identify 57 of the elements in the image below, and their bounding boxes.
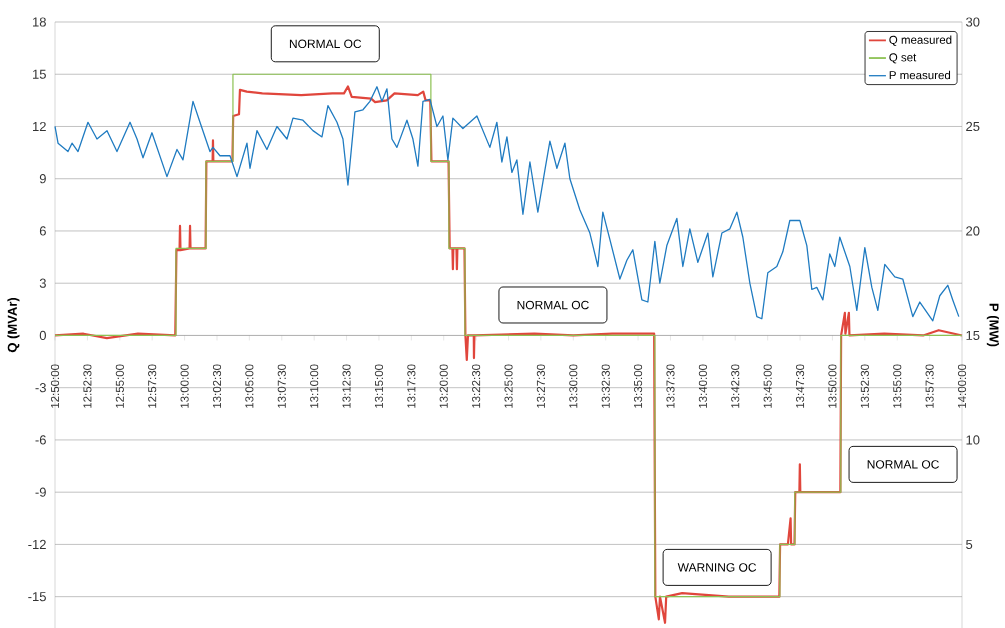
y-tick-label: -3 bbox=[35, 383, 46, 393]
y2-tick-label: 30 bbox=[966, 17, 980, 27]
y-tick-label: 15 bbox=[33, 69, 46, 79]
x-tick-label: 13:47:30 bbox=[796, 364, 805, 408]
x-tick-label: 13:00:00 bbox=[180, 364, 189, 408]
line-series bbox=[54, 86, 960, 322]
x-tick-label: 13:15:00 bbox=[374, 364, 384, 408]
y-tick-label: 6 bbox=[39, 226, 46, 236]
x-tick-label: 13:07:30 bbox=[277, 364, 286, 408]
y-tick-label: -9 bbox=[35, 487, 46, 497]
legend-label: Q measured bbox=[889, 35, 952, 46]
x-tick-label: 13:30:00 bbox=[569, 364, 578, 408]
x-tick-label: 13:50:00 bbox=[828, 364, 837, 408]
y-tick-label: 0 bbox=[39, 330, 46, 341]
x-tick-label: 13:52:30 bbox=[860, 364, 869, 408]
x-tick-label: 12:55:00 bbox=[115, 364, 124, 408]
y2-tick-label: 20 bbox=[966, 226, 980, 236]
annotation: WARNING OC bbox=[677, 563, 757, 572]
x-tick-label: 13:17:30 bbox=[407, 364, 416, 408]
x-tick-label: 13:05:00 bbox=[245, 364, 254, 408]
x-tick-label: 13:20:00 bbox=[439, 364, 448, 408]
x-tick-label: 13:12:30 bbox=[342, 364, 351, 408]
y2-axis-title: P (MW) bbox=[986, 303, 999, 347]
x-tick-label: 13:55:00 bbox=[893, 364, 902, 408]
x-tick-label: 13:25:00 bbox=[504, 364, 513, 408]
x-tick-label: 13:22:30 bbox=[472, 364, 481, 408]
y-axis-title: Q (MVAr) bbox=[7, 297, 20, 353]
y-tick-label: -12 bbox=[28, 539, 46, 549]
x-tick-label: 12:50:00 bbox=[50, 364, 60, 408]
y2-tick-label: 15 bbox=[966, 330, 980, 340]
y-tick-label: 3 bbox=[39, 278, 46, 288]
x-tick-label: 12:52:30 bbox=[83, 364, 92, 408]
x-tick-label: 13:35:00 bbox=[633, 364, 643, 408]
x-tick-label: 13:02:30 bbox=[212, 364, 222, 408]
y2-tick-label: 10 bbox=[966, 435, 980, 445]
x-tick-label: 13:37:30 bbox=[666, 364, 675, 408]
legend-label: Q set bbox=[889, 53, 917, 64]
y2-tick-label: 25 bbox=[966, 121, 980, 132]
x-tick-label: 13:45:00 bbox=[763, 364, 772, 408]
x-tick-label: 13:42:30 bbox=[731, 364, 740, 408]
y-tick-label: -15 bbox=[28, 592, 46, 602]
annotation: NORMAL OC bbox=[517, 300, 589, 310]
y-tick-label: 9 bbox=[39, 174, 46, 184]
y-tick-label: 12 bbox=[33, 121, 46, 132]
x-tick-label: 12:57:30 bbox=[148, 364, 157, 408]
y-tick-label: 18 bbox=[33, 17, 46, 27]
y2-tick-label: 5 bbox=[966, 539, 973, 549]
x-tick-label: 13:10:00 bbox=[310, 364, 319, 408]
x-tick-label: 13:32:30 bbox=[601, 364, 610, 408]
y-tick-label: -6 bbox=[35, 435, 46, 445]
x-tick-label: 13:27:30 bbox=[536, 364, 545, 408]
x-tick-label: 14:00:00 bbox=[957, 364, 967, 408]
x-tick-label: 13:57:30 bbox=[925, 364, 934, 408]
legend-label: P measured bbox=[889, 70, 951, 80]
x-tick-label: 13:40:00 bbox=[698, 364, 707, 408]
annotation: NORMAL OC bbox=[867, 460, 939, 469]
annotation: NORMAL OC bbox=[289, 39, 362, 49]
